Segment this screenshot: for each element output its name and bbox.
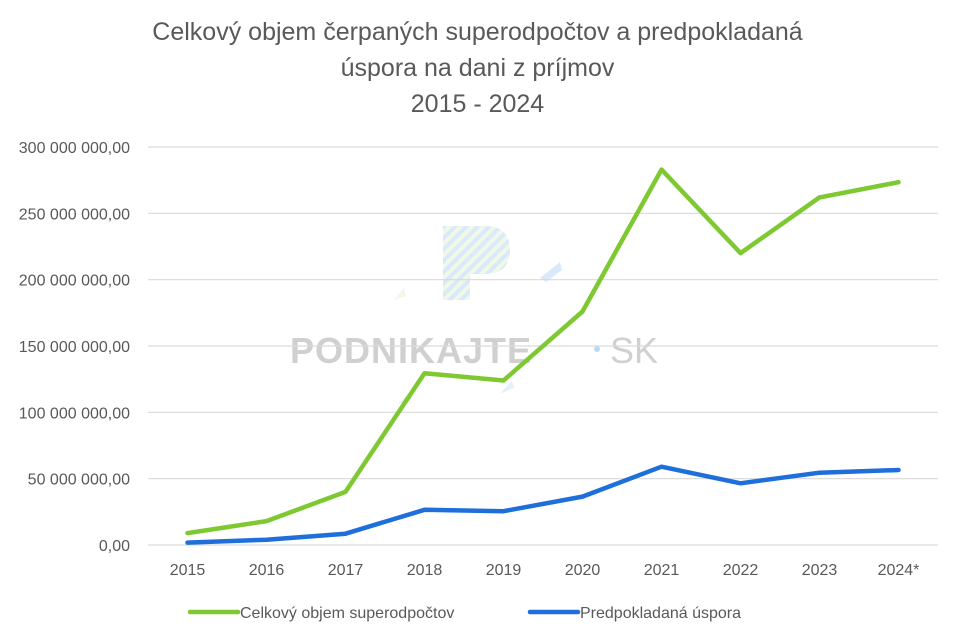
data-point <box>738 251 743 256</box>
data-point <box>264 519 269 524</box>
y-tick-label: 50 000 000,00 <box>28 472 130 489</box>
y-tick-label: 200 000 000,00 <box>19 273 130 290</box>
chart-title-line-2: úspora na dani z príjmov <box>340 54 615 82</box>
series-lines <box>185 167 901 545</box>
watermark-suffix: SK <box>610 330 658 371</box>
data-point <box>738 481 743 486</box>
data-point <box>343 531 348 536</box>
legend-label-1: Celkový objem superodpočtov <box>240 605 454 622</box>
data-point <box>659 167 664 172</box>
data-point <box>185 531 190 536</box>
x-tick-label: 2022 <box>723 562 759 579</box>
y-tick-label: 0,00 <box>99 538 130 555</box>
data-point <box>896 180 901 185</box>
y-tick-label: 100 000 000,00 <box>19 405 130 422</box>
y-tick-label: 250 000 000,00 <box>19 206 130 223</box>
y-tick-label: 150 000 000,00 <box>19 339 130 356</box>
data-point <box>264 537 269 542</box>
legend-label-2: Predpokladaná úspora <box>580 605 741 622</box>
series-line-2 <box>185 464 901 545</box>
watermark: PODNIKAJTE SK <box>290 226 658 404</box>
x-tick-label: 2023 <box>802 562 838 579</box>
data-point <box>817 195 822 200</box>
data-point <box>580 494 585 499</box>
data-point <box>501 509 506 514</box>
data-point <box>185 540 190 545</box>
x-tick-label: 2021 <box>644 562 680 579</box>
y-axis: 0,00 50 000 000,00 100 000 000,00 150 000 0… <box>19 140 130 555</box>
chart-title-line-1: Celkový objem čerpaných superodpočtov a … <box>152 18 803 46</box>
data-point <box>817 470 822 475</box>
y-tick-label: 300 000 000,00 <box>19 140 130 157</box>
data-point <box>659 464 664 469</box>
x-tick-label: 2017 <box>328 562 364 579</box>
x-tick-label: 2019 <box>486 562 522 579</box>
data-point <box>422 507 427 512</box>
legend: Celkový objem superodpočtov Predpokladaná… <box>187 605 741 622</box>
x-tick-label: 2016 <box>249 562 285 579</box>
x-tick-label: 2018 <box>407 562 443 579</box>
data-point <box>422 371 427 376</box>
x-tick-label: 2020 <box>565 562 601 579</box>
chart-title: Celkový objem čerpaných superodpočtov a … <box>0 14 955 122</box>
data-point <box>501 378 506 383</box>
x-axis: 2015 2016 2017 2018 2019 2020 2021 2022 2023 2024… <box>170 562 920 579</box>
data-point <box>896 468 901 473</box>
watermark-brand: PODNIKAJTE <box>290 330 532 371</box>
watermark-dot-icon <box>594 346 600 352</box>
series-line-1 <box>185 167 901 536</box>
x-tick-label: 2024* <box>878 562 920 579</box>
chart-title-line-3: 2015 - 2024 <box>410 90 545 118</box>
x-tick-label: 2015 <box>170 562 206 579</box>
data-point <box>580 309 585 314</box>
data-point <box>343 489 348 494</box>
